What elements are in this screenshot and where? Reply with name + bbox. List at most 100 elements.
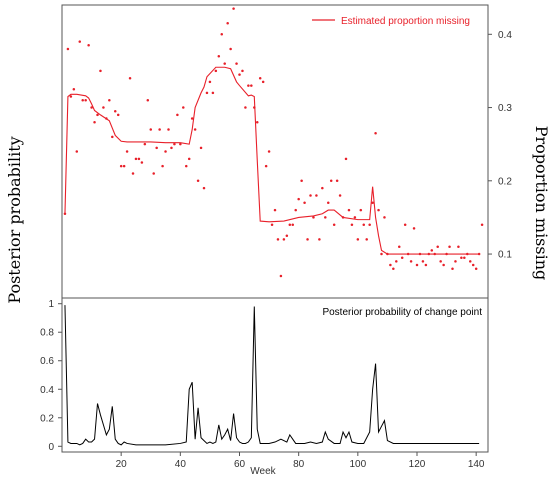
observed-point xyxy=(356,238,360,241)
observed-point xyxy=(415,263,419,267)
observed-point xyxy=(303,201,306,205)
observed-point xyxy=(244,106,247,109)
observed-point xyxy=(161,164,164,168)
observed-point xyxy=(442,263,445,267)
observed-point xyxy=(321,186,324,190)
observed-point xyxy=(96,113,99,117)
observed-point xyxy=(389,263,392,267)
observed-point xyxy=(430,249,434,252)
observed-point xyxy=(282,238,286,241)
observed-point xyxy=(208,80,212,84)
observed-point xyxy=(146,98,150,102)
bottom-xtick-label: 40 xyxy=(175,459,187,470)
bottom-plot-frame xyxy=(61,297,489,453)
observed-point xyxy=(202,186,206,190)
observed-point xyxy=(294,208,297,212)
observed-point xyxy=(220,33,223,36)
observed-point xyxy=(309,194,312,197)
observed-point xyxy=(288,223,292,226)
observed-point xyxy=(122,164,126,168)
bottom-ytick-label: 0.8 xyxy=(40,328,54,339)
observed-point xyxy=(164,150,167,153)
bottom-ytick-label: 0.2 xyxy=(40,413,54,424)
bottom-ytick-label: 0 xyxy=(48,442,54,453)
observed-point xyxy=(480,223,484,226)
right-ylabel: Proportion missing xyxy=(532,126,550,281)
observed-point xyxy=(474,267,478,270)
observed-point xyxy=(398,245,401,248)
observed-point xyxy=(84,98,87,102)
observed-point xyxy=(241,69,244,73)
bottom-xtick-label: 20 xyxy=(116,459,128,470)
observed-point xyxy=(273,208,277,212)
observed-point xyxy=(457,245,460,248)
x-axis-label: Week xyxy=(250,466,276,477)
observed-point xyxy=(267,150,271,153)
observed-point xyxy=(329,179,333,183)
observed-point xyxy=(137,157,141,161)
observed-point xyxy=(359,208,363,212)
bottom-ytick-label: 0.6 xyxy=(40,356,54,367)
observed-point xyxy=(327,201,330,205)
observed-point xyxy=(421,260,425,263)
observed-point xyxy=(318,238,321,241)
observed-point xyxy=(383,216,386,219)
observed-point xyxy=(87,44,90,47)
observed-point xyxy=(409,260,413,263)
top-ytick-label: 0.1 xyxy=(498,250,512,261)
bottom-ytick-label: 0.4 xyxy=(40,385,54,396)
observed-point xyxy=(403,223,407,226)
observed-point xyxy=(75,150,79,153)
observed-point xyxy=(344,157,348,161)
observed-point xyxy=(125,150,129,153)
observed-point xyxy=(471,263,475,267)
observed-point xyxy=(247,84,250,87)
bottom-xtick-label: 100 xyxy=(349,459,366,470)
observed-point xyxy=(297,197,300,201)
observed-point xyxy=(300,179,303,183)
observed-point xyxy=(362,223,365,226)
observed-point xyxy=(324,216,327,219)
observed-point xyxy=(78,40,81,43)
observed-point xyxy=(190,117,194,120)
observed-point xyxy=(229,47,232,51)
observed-point xyxy=(199,146,203,150)
observed-point xyxy=(72,87,76,91)
observed-point xyxy=(368,223,371,226)
observed-point xyxy=(371,201,374,205)
observed-point xyxy=(424,263,428,267)
observed-point xyxy=(436,245,439,248)
observed-point xyxy=(134,157,138,161)
bottom-xtick-label: 140 xyxy=(468,459,485,470)
observed-point xyxy=(217,55,221,58)
observed-point xyxy=(350,223,354,226)
observed-point xyxy=(250,84,253,87)
observed-point xyxy=(111,135,114,139)
observed-point xyxy=(380,252,383,256)
observed-point xyxy=(167,128,170,131)
observed-point xyxy=(116,113,120,117)
observed-point xyxy=(256,120,259,124)
observed-point xyxy=(439,260,442,263)
posterior-probability-line xyxy=(64,305,480,446)
bottom-legend-label: Posterior probability of change point xyxy=(322,307,482,318)
observed-point xyxy=(149,128,152,131)
observed-point xyxy=(93,120,96,124)
observed-point xyxy=(448,245,451,248)
observed-point xyxy=(258,77,262,80)
observed-point xyxy=(108,98,111,102)
observed-point xyxy=(306,238,309,241)
bottom-xtick-label: 120 xyxy=(409,459,426,470)
observed-point xyxy=(81,98,84,102)
observed-point xyxy=(193,128,197,131)
top-ytick-label: 0.4 xyxy=(498,30,512,41)
observed-point xyxy=(238,73,241,76)
top-ytick-label: 0.2 xyxy=(498,176,512,187)
bottom-xtick-label: 80 xyxy=(293,459,305,470)
observed-point xyxy=(226,22,229,25)
observed-point xyxy=(173,142,176,146)
observed-point xyxy=(128,77,132,80)
observed-point xyxy=(90,106,93,109)
top-ytick-label: 0.3 xyxy=(498,103,512,114)
